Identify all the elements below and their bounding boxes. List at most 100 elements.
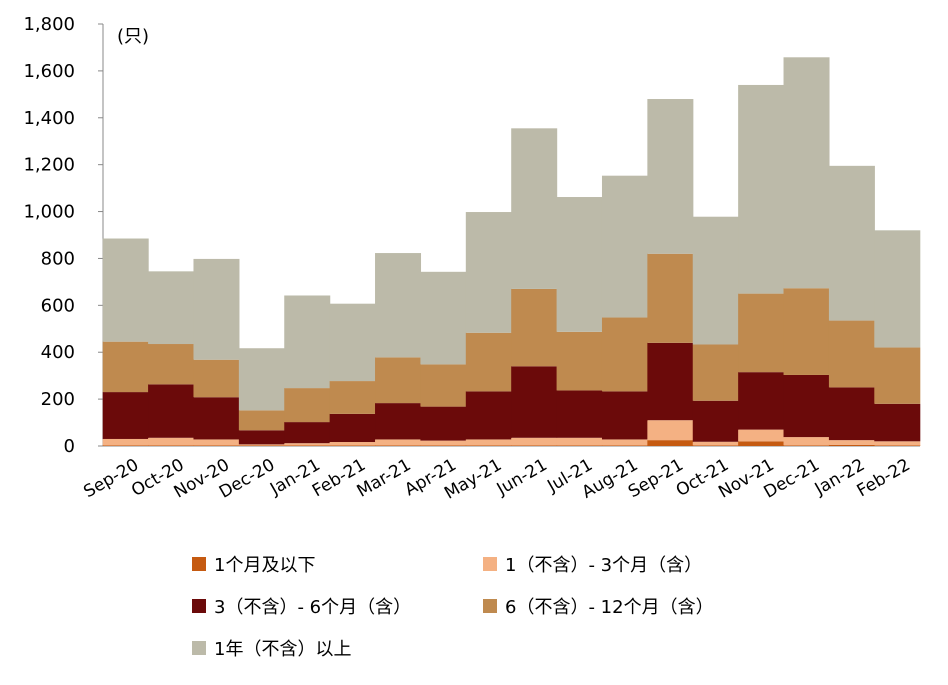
bar-segment [738, 441, 784, 446]
bar-segment [784, 288, 830, 375]
bar-segment [511, 128, 557, 289]
bar-segment [148, 384, 194, 437]
bar-segment [375, 439, 421, 445]
bar-segment [466, 439, 512, 445]
bar-segment [647, 343, 693, 420]
bar-segment [647, 420, 693, 440]
bar-segment [511, 445, 557, 446]
bar-segment [874, 230, 920, 347]
bar-segment [557, 390, 603, 437]
bar-segment [148, 438, 194, 446]
legend-label: 1（不含）- 3个月（含） [505, 555, 702, 576]
bar-segment [284, 422, 330, 443]
bar-segment [602, 318, 648, 392]
bar-segment [602, 445, 648, 446]
legend-swatch [192, 641, 206, 655]
bar-segment [375, 357, 421, 403]
bar-segment [420, 441, 466, 446]
x-axis: Sep-20Oct-20Nov-20Dec-20Jan-21Feb-21Mar-… [80, 446, 920, 504]
legend-label: 6（不含）- 12个月（含） [505, 597, 714, 618]
bar-segment [693, 217, 739, 345]
bar-segment [602, 439, 648, 445]
bar-segment [193, 439, 239, 445]
legend-swatch [192, 599, 206, 613]
bar-segment [874, 441, 920, 445]
bar-segment [375, 403, 421, 439]
bar-segment [511, 438, 557, 446]
bar-segment [330, 442, 376, 446]
bar-segment [375, 253, 421, 357]
y-tick-label: 1,200 [23, 155, 75, 176]
bar-segment [330, 381, 376, 414]
bar-segment [148, 445, 194, 446]
y-tick-label: 1,000 [23, 202, 75, 223]
y-tick-label: 600 [41, 295, 75, 316]
bar-segment [829, 445, 875, 446]
bar-segment [511, 289, 557, 366]
x-tick-label: Jun-21 [493, 455, 551, 500]
bar-segment [466, 212, 512, 333]
bar-segment [193, 397, 239, 439]
bar-segment [193, 445, 239, 446]
bar-segment [557, 332, 603, 391]
bar-segment [420, 364, 466, 406]
y-tick-label: 1,800 [23, 14, 75, 35]
bar-segment [557, 197, 603, 332]
y-tick-label: 400 [41, 342, 75, 363]
bar-segment [103, 239, 149, 342]
legend-label: 3（不含）- 6个月（含） [214, 597, 411, 618]
bar-segment [420, 272, 466, 365]
legend-label: 1年（不含）以上 [214, 639, 351, 660]
y-tick-label: 200 [41, 389, 75, 410]
bar-segment [239, 444, 285, 445]
bar-segment [784, 375, 830, 437]
legend-swatch [483, 599, 497, 613]
bars [103, 57, 921, 446]
y-tick-label: 800 [41, 248, 75, 269]
x-tick-label: Feb-22 [854, 455, 914, 501]
bar-segment [239, 430, 285, 444]
bar-segment [148, 271, 194, 344]
bar-segment [784, 437, 830, 445]
bar-segment [693, 344, 739, 400]
bar-segment [738, 372, 784, 429]
legend-label: 1个月及以下 [214, 555, 315, 576]
unit-label: (只) [117, 26, 149, 47]
y-tick-label: 1,400 [23, 108, 75, 129]
bar-segment [103, 439, 149, 445]
bar-segment [284, 388, 330, 422]
bar-segment [693, 445, 739, 446]
bar-segment [466, 445, 512, 446]
bar-segment [330, 304, 376, 381]
bar-segment [784, 57, 830, 288]
bar-segment [239, 348, 285, 410]
bar-segment [829, 440, 875, 445]
bar-segment [738, 294, 784, 373]
bar-segment [103, 342, 149, 392]
bar-segment [874, 445, 920, 446]
bar-segment [420, 445, 466, 446]
bar-segment [602, 391, 648, 439]
bar-segment [103, 392, 149, 439]
bar-segment [284, 295, 330, 388]
bar-segment [193, 360, 239, 398]
bar-segment [466, 333, 512, 392]
bar-segment [375, 445, 421, 446]
bar-segment [420, 407, 466, 441]
bar-segment [693, 401, 739, 442]
bar-segment [874, 348, 920, 404]
bar-segment [557, 438, 603, 446]
y-tick-label: 0 [64, 436, 75, 457]
bar-segment [647, 99, 693, 254]
bar-segment [738, 430, 784, 442]
bar-segment [829, 166, 875, 321]
bar-segment [466, 391, 512, 439]
x-tick-label: Sep-20 [80, 455, 142, 502]
bar-segment [148, 344, 194, 384]
bar-segment [193, 259, 239, 360]
bar-segment [330, 414, 376, 442]
bar-segment [829, 387, 875, 440]
